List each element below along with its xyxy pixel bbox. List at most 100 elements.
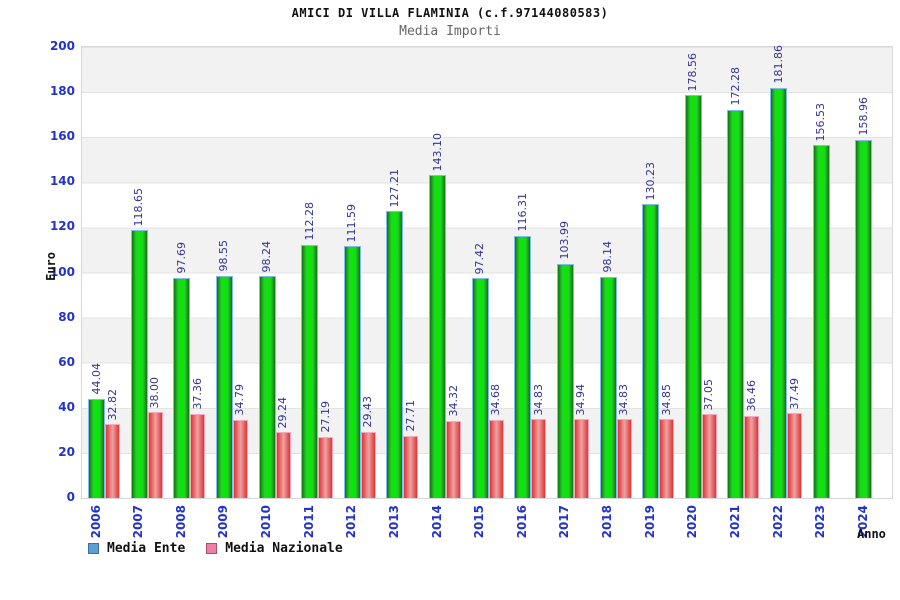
legend-label-media-ente: Media Ente xyxy=(107,541,186,556)
value-label-media-nazionale-2016: 34.83 xyxy=(531,383,545,416)
value-label-media-ente-2024: 158.96 xyxy=(856,97,870,136)
bar-media-ente-2017 xyxy=(556,263,574,498)
value-label-media-ente-2007: 118.65 xyxy=(132,187,146,227)
bar-media-nazionale-2007 xyxy=(147,412,163,498)
value-label-media-ente-2019: 130.23 xyxy=(643,161,657,201)
value-label-media-ente-2015: 97.42 xyxy=(473,242,487,275)
value-label-media-ente-2010: 98.24 xyxy=(260,240,274,273)
value-label-media-nazionale-2019: 34.85 xyxy=(659,383,673,416)
bar-media-nazionale-2017 xyxy=(573,419,589,498)
x-tick-2006: 2006 xyxy=(88,505,103,539)
value-label-media-nazionale-2009: 34.79 xyxy=(233,384,247,416)
bar-media-ente-2020 xyxy=(684,95,702,498)
value-label-media-ente-2012: 111.59 xyxy=(345,203,359,243)
bar-media-ente-2022 xyxy=(770,87,788,498)
bar-media-nazionale-2016 xyxy=(531,419,547,498)
bar-media-nazionale-2006 xyxy=(105,424,120,498)
media-ente-swatch-icon xyxy=(88,543,99,554)
bar-media-ente-2023 xyxy=(812,145,830,498)
value-label-media-nazionale-2010: 29.24 xyxy=(276,396,290,429)
x-tick-2016: 2016 xyxy=(514,505,529,539)
bar-media-ente-2014 xyxy=(429,175,447,498)
legend: Media Ente Media Nazionale xyxy=(88,541,364,556)
bar-media-nazionale-2018 xyxy=(616,419,632,498)
x-tick-2023: 2023 xyxy=(813,505,828,539)
value-label-media-ente-2009: 98.55 xyxy=(217,240,231,272)
value-label-media-nazionale-2017: 34.94 xyxy=(574,383,588,416)
value-label-media-ente-2022: 181.86 xyxy=(771,45,785,84)
media-nazionale-swatch-icon xyxy=(206,543,218,554)
value-label-media-nazionale-2013: 27.71 xyxy=(403,400,417,432)
bar-media-nazionale-2020 xyxy=(701,414,717,498)
bar-media-nazionale-2019 xyxy=(659,419,675,498)
x-tick-2018: 2018 xyxy=(600,505,615,539)
bar-media-nazionale-2011 xyxy=(318,436,334,498)
bar-media-ente-2015 xyxy=(471,278,489,498)
y-tick-160: 160 xyxy=(49,129,75,144)
x-tick-2021: 2021 xyxy=(727,505,742,539)
y-tick-140: 140 xyxy=(49,174,75,189)
x-tick-2013: 2013 xyxy=(386,505,401,539)
bar-media-ente-2019 xyxy=(642,204,660,498)
y-tick-180: 180 xyxy=(49,84,75,99)
value-label-media-ente-2013: 127.21 xyxy=(387,168,401,208)
bar-media-ente-2011 xyxy=(301,244,319,498)
x-axis-title: Anno xyxy=(857,527,886,541)
bar-media-nazionale-2014 xyxy=(446,420,462,498)
value-label-media-nazionale-2021: 36.46 xyxy=(744,380,758,412)
y-tick-0: 0 xyxy=(66,490,75,504)
y-tick-80: 80 xyxy=(58,309,75,324)
bar-media-nazionale-2015 xyxy=(488,419,504,498)
legend-label-media-nazionale: Media Nazionale xyxy=(225,541,343,556)
value-label-media-nazionale-2018: 34.83 xyxy=(617,383,631,416)
x-tick-2014: 2014 xyxy=(429,505,444,539)
bar-media-ente-2016 xyxy=(514,235,532,498)
bar-media-ente-2018 xyxy=(599,276,617,498)
value-label-media-nazionale-2022: 37.49 xyxy=(787,377,801,410)
x-tick-2012: 2012 xyxy=(344,505,359,539)
value-label-media-ente-2023: 156.53 xyxy=(814,102,828,142)
y-axis-title: Euro xyxy=(44,252,58,281)
bar-media-ente-2012 xyxy=(343,246,361,498)
bar-media-ente-2024 xyxy=(855,139,873,498)
value-label-media-ente-2006: 44.04 xyxy=(89,363,103,395)
bar-media-nazionale-2013 xyxy=(403,435,419,498)
bar-media-nazionale-2022 xyxy=(787,413,803,498)
x-tick-2007: 2007 xyxy=(131,505,146,539)
bar-media-nazionale-2008 xyxy=(190,413,206,498)
x-tick-2010: 2010 xyxy=(259,505,274,539)
value-label-media-nazionale-2015: 34.68 xyxy=(489,384,503,416)
bar-media-ente-2009 xyxy=(215,275,233,498)
chart-title: AMICI DI VILLA FLAMINIA (c.f.97144080583… xyxy=(291,6,609,20)
legend-item-media-ente: Media Ente xyxy=(88,541,185,556)
bar-media-ente-2021 xyxy=(727,109,745,498)
y-tick-60: 60 xyxy=(58,354,75,369)
x-tick-2009: 2009 xyxy=(216,505,231,539)
value-label-media-ente-2017: 103.99 xyxy=(558,221,572,260)
x-tick-2020: 2020 xyxy=(685,505,700,539)
bar-media-nazionale-2009 xyxy=(232,419,248,498)
value-label-media-nazionale-2007: 38.00 xyxy=(148,376,162,409)
y-tick-100: 100 xyxy=(49,264,75,279)
value-label-media-nazionale-2006: 32.82 xyxy=(105,388,119,421)
value-label-media-ente-2008: 97.69 xyxy=(174,242,188,274)
bar-media-nazionale-2010 xyxy=(275,432,291,498)
x-tick-2008: 2008 xyxy=(173,505,188,539)
bar-media-nazionale-2021 xyxy=(744,415,760,498)
y-tick-20: 20 xyxy=(58,444,75,459)
x-tick-2017: 2017 xyxy=(557,505,572,539)
x-tick-2019: 2019 xyxy=(642,505,657,539)
y-tick-120: 120 xyxy=(49,219,75,234)
value-label-media-ente-2014: 143.10 xyxy=(430,132,444,172)
value-label-media-ente-2018: 98.14 xyxy=(601,241,615,273)
bar-media-ente-2008 xyxy=(173,277,191,498)
x-tick-2015: 2015 xyxy=(472,505,487,539)
value-label-media-nazionale-2014: 34.32 xyxy=(446,385,460,417)
value-label-media-ente-2016: 116.31 xyxy=(515,193,529,232)
chart-subtitle: Media Importi xyxy=(399,24,501,39)
value-label-media-nazionale-2012: 29.43 xyxy=(361,396,375,428)
value-label-media-nazionale-2011: 27.19 xyxy=(318,401,332,433)
value-label-media-ente-2011: 112.28 xyxy=(302,202,316,241)
bar-media-nazionale-2012 xyxy=(360,431,376,498)
